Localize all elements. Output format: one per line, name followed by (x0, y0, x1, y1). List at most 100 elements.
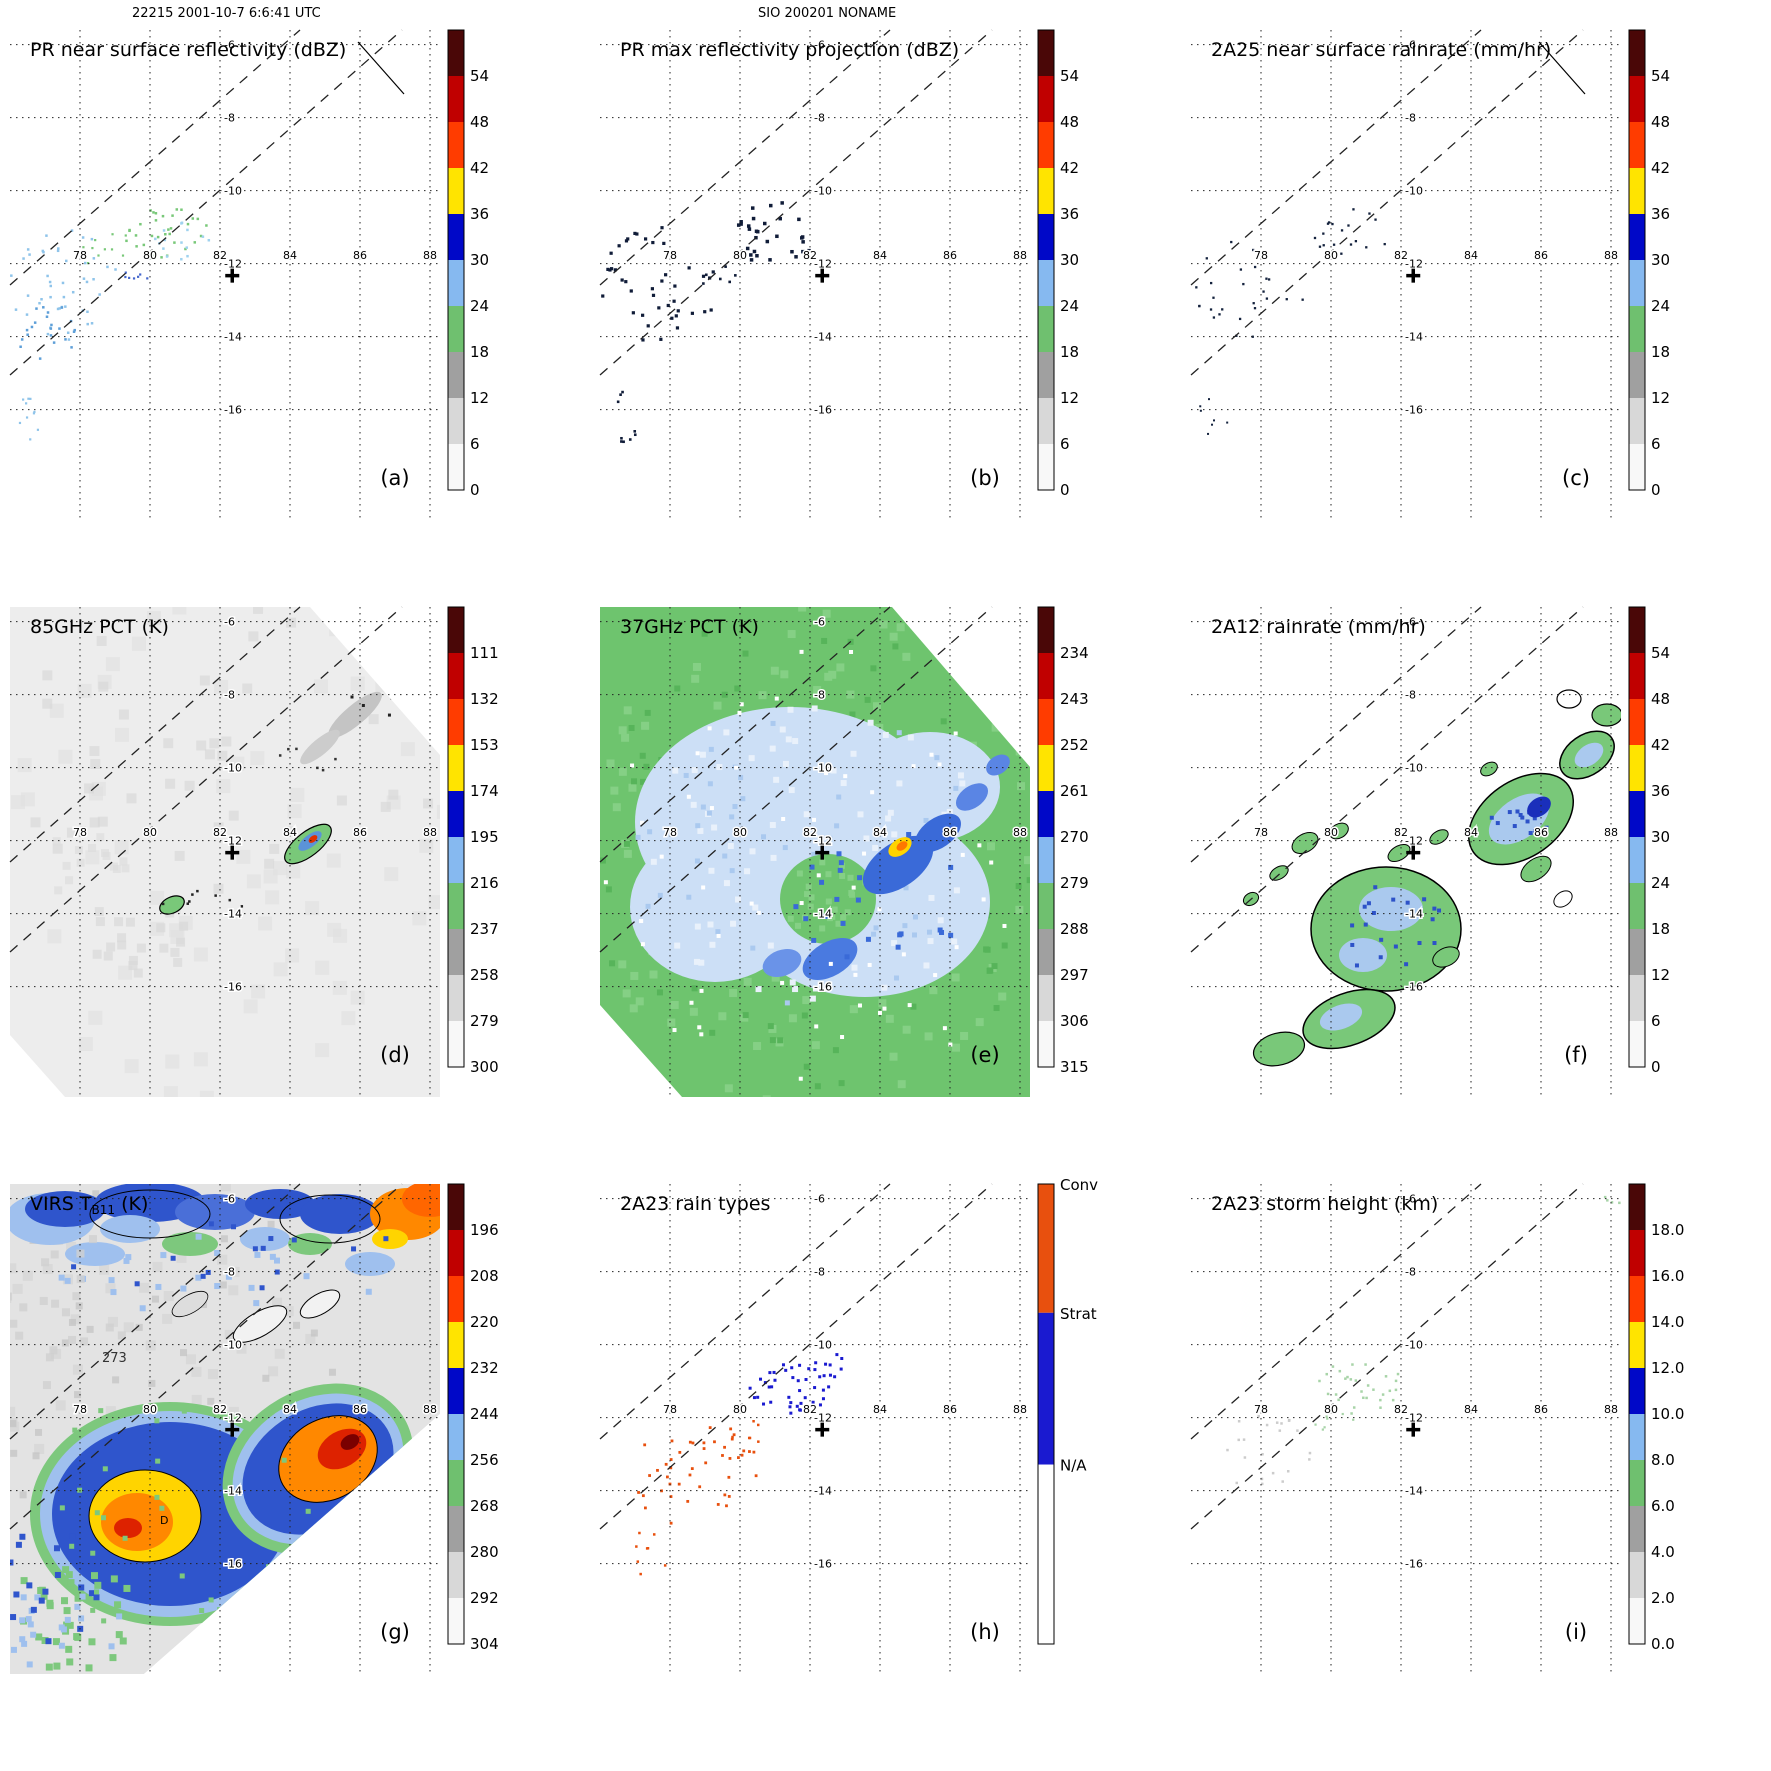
swath-edge-line (1190, 606, 1584, 953)
colorbar-segment (448, 883, 464, 930)
latlon-grid (1191, 30, 1621, 520)
colorbar-segment (1629, 1414, 1645, 1461)
colorbar-tick-label: 36 (1651, 205, 1670, 223)
colorbar-segment (448, 1021, 464, 1068)
colorbar-segment (448, 1552, 464, 1599)
grid-label: -12 (224, 1412, 242, 1425)
latlon-grid (1191, 1184, 1621, 1674)
colorbar-tick-label: 30 (1060, 251, 1079, 269)
colorbar-tick-label: 14.0 (1651, 1313, 1684, 1331)
grid-label: 84 (1464, 249, 1478, 262)
colorbar-segment (448, 791, 464, 838)
panel-h: 78 80 82 84 86 88 -6 -8 -10 -12 -14 -16 2A23 rain ty… (590, 1176, 1180, 1753)
storm-center-marker (815, 845, 830, 860)
colorbar-tick-label: 237 (470, 920, 499, 938)
colorbar-tick-label: 12.0 (1651, 1359, 1684, 1377)
colorbar-segment (1038, 1312, 1054, 1465)
panel-b: 78 80 82 84 86 88 -6 -8 -10 -12 -14 -16 PR max refle… (590, 22, 1180, 599)
panel-f: 78 80 82 84 86 88 -6 -8 -10 -12 -14 -16 2A12 rainrat… (1181, 599, 1771, 1176)
colorbar-segment (1038, 1184, 1054, 1313)
grid-label: 86 (353, 249, 367, 262)
grid-label: -10 (814, 1339, 832, 1352)
colorbar-segment (448, 1598, 464, 1645)
colorbar-tick-label: 6 (470, 435, 480, 453)
colorbar-a: 54 48 42 36 30 24 18 12 6 0 (447, 29, 489, 499)
colorbar-tick-label: 4.0 (1651, 1543, 1675, 1561)
colorbar-tick-label: 54 (1651, 644, 1670, 662)
grid-label: -12 (814, 258, 832, 271)
colorbar-segment (448, 1368, 464, 1415)
colorbar-segment (448, 260, 464, 307)
grid-label: 88 (423, 826, 437, 839)
colorbar-segment (448, 653, 464, 700)
swath-edge-line (599, 606, 993, 953)
grid-label: -6 (1405, 39, 1416, 52)
grid-label: -12 (1405, 1412, 1423, 1425)
grid-label: -8 (814, 112, 825, 125)
colorbar-segment (1038, 699, 1054, 746)
swath-end-mark (1538, 41, 1586, 95)
grid-label: -8 (1405, 689, 1416, 702)
panel-title: 85GHz PCT (K) (30, 616, 169, 638)
grid-label: 88 (1013, 826, 1027, 839)
map-d: 78 80 82 84 86 88 -6 -8 -10 -12 -14 -16 85GHz PCT (K… (9, 606, 440, 1097)
panel-letter: (d) (380, 1043, 410, 1067)
panel-letter: (a) (380, 466, 409, 490)
grid-label: -6 (814, 39, 825, 52)
grid-label: -16 (1405, 1558, 1423, 1571)
colorbar-tick-label: 30 (470, 251, 489, 269)
colorbar-segment (448, 30, 464, 77)
grid-label: 82 (1394, 826, 1408, 839)
grid-label: 78 (1254, 1403, 1268, 1416)
colorbar-tick-label: 304 (470, 1635, 499, 1653)
colorbar-tick-label: 234 (1060, 644, 1089, 662)
colorbar-segment (448, 837, 464, 884)
colorbar-segment (448, 1460, 464, 1507)
colorbar-segment (1038, 352, 1054, 399)
grid-label: 86 (943, 249, 957, 262)
storm-center-marker (1406, 845, 1421, 860)
swath-edge-line (1190, 1183, 1584, 1530)
colorbar-segment (1629, 260, 1645, 307)
grid-label: -8 (224, 1266, 235, 1279)
colorbar-segment (1038, 30, 1054, 77)
swath-edge-line (9, 29, 403, 376)
colorbar-tick-label: 54 (470, 67, 489, 85)
colorbar-segment (1629, 1552, 1645, 1599)
colorbar-tick-label: 292 (470, 1589, 499, 1607)
colorbar-segment (1629, 76, 1645, 123)
colorbar-tick-label: 6 (1651, 1012, 1661, 1030)
grid-label: 80 (143, 249, 157, 262)
map-raster-b (601, 201, 811, 444)
latlon-grid (10, 607, 440, 1097)
grid-label: 82 (803, 1403, 817, 1416)
grid-label: 82 (213, 249, 227, 262)
colorbar-segment (448, 122, 464, 169)
colorbar-segment (1629, 30, 1645, 77)
grid-label: 88 (1013, 249, 1027, 262)
colorbar-tick-label: 306 (1060, 1012, 1089, 1030)
colorbar-segment (1038, 607, 1054, 654)
grid-label: -16 (814, 404, 832, 417)
panel-c: 78 80 82 84 86 88 -6 -8 -10 -12 -14 -16 2A25 near su… (1181, 22, 1771, 599)
latlon-grid (600, 30, 1030, 520)
colorbar-segment (1629, 1322, 1645, 1369)
colorbar-tick-label: 232 (470, 1359, 499, 1377)
panel-title: 2A23 storm height (km) (1211, 1193, 1438, 1215)
grid-label: -14 (1405, 908, 1423, 921)
colorbar-tick-label: 243 (1060, 690, 1089, 708)
storm-id: SIO 200201 NONAME (758, 6, 897, 21)
colorbar-tick-label: 2.0 (1651, 1589, 1675, 1607)
colorbar-f: 54 48 42 36 30 24 18 12 6 0 (1628, 606, 1670, 1076)
grid-label: 78 (73, 1403, 87, 1416)
grid-label: -12 (814, 1412, 832, 1425)
colorbar-g: 196 208 220 232 244 256 268 280 292 304 (447, 1183, 499, 1653)
grid-label: 88 (423, 249, 437, 262)
grid-label: -12 (814, 835, 832, 848)
colorbar-tick-label: 12 (1651, 389, 1670, 407)
grid-label: 88 (1604, 826, 1618, 839)
colorbar-tick-label: 36 (1651, 782, 1670, 800)
colorbar-tick-label: 0.0 (1651, 1635, 1675, 1653)
colorbar-segment (448, 398, 464, 445)
colorbar-tick-label: 132 (470, 690, 499, 708)
